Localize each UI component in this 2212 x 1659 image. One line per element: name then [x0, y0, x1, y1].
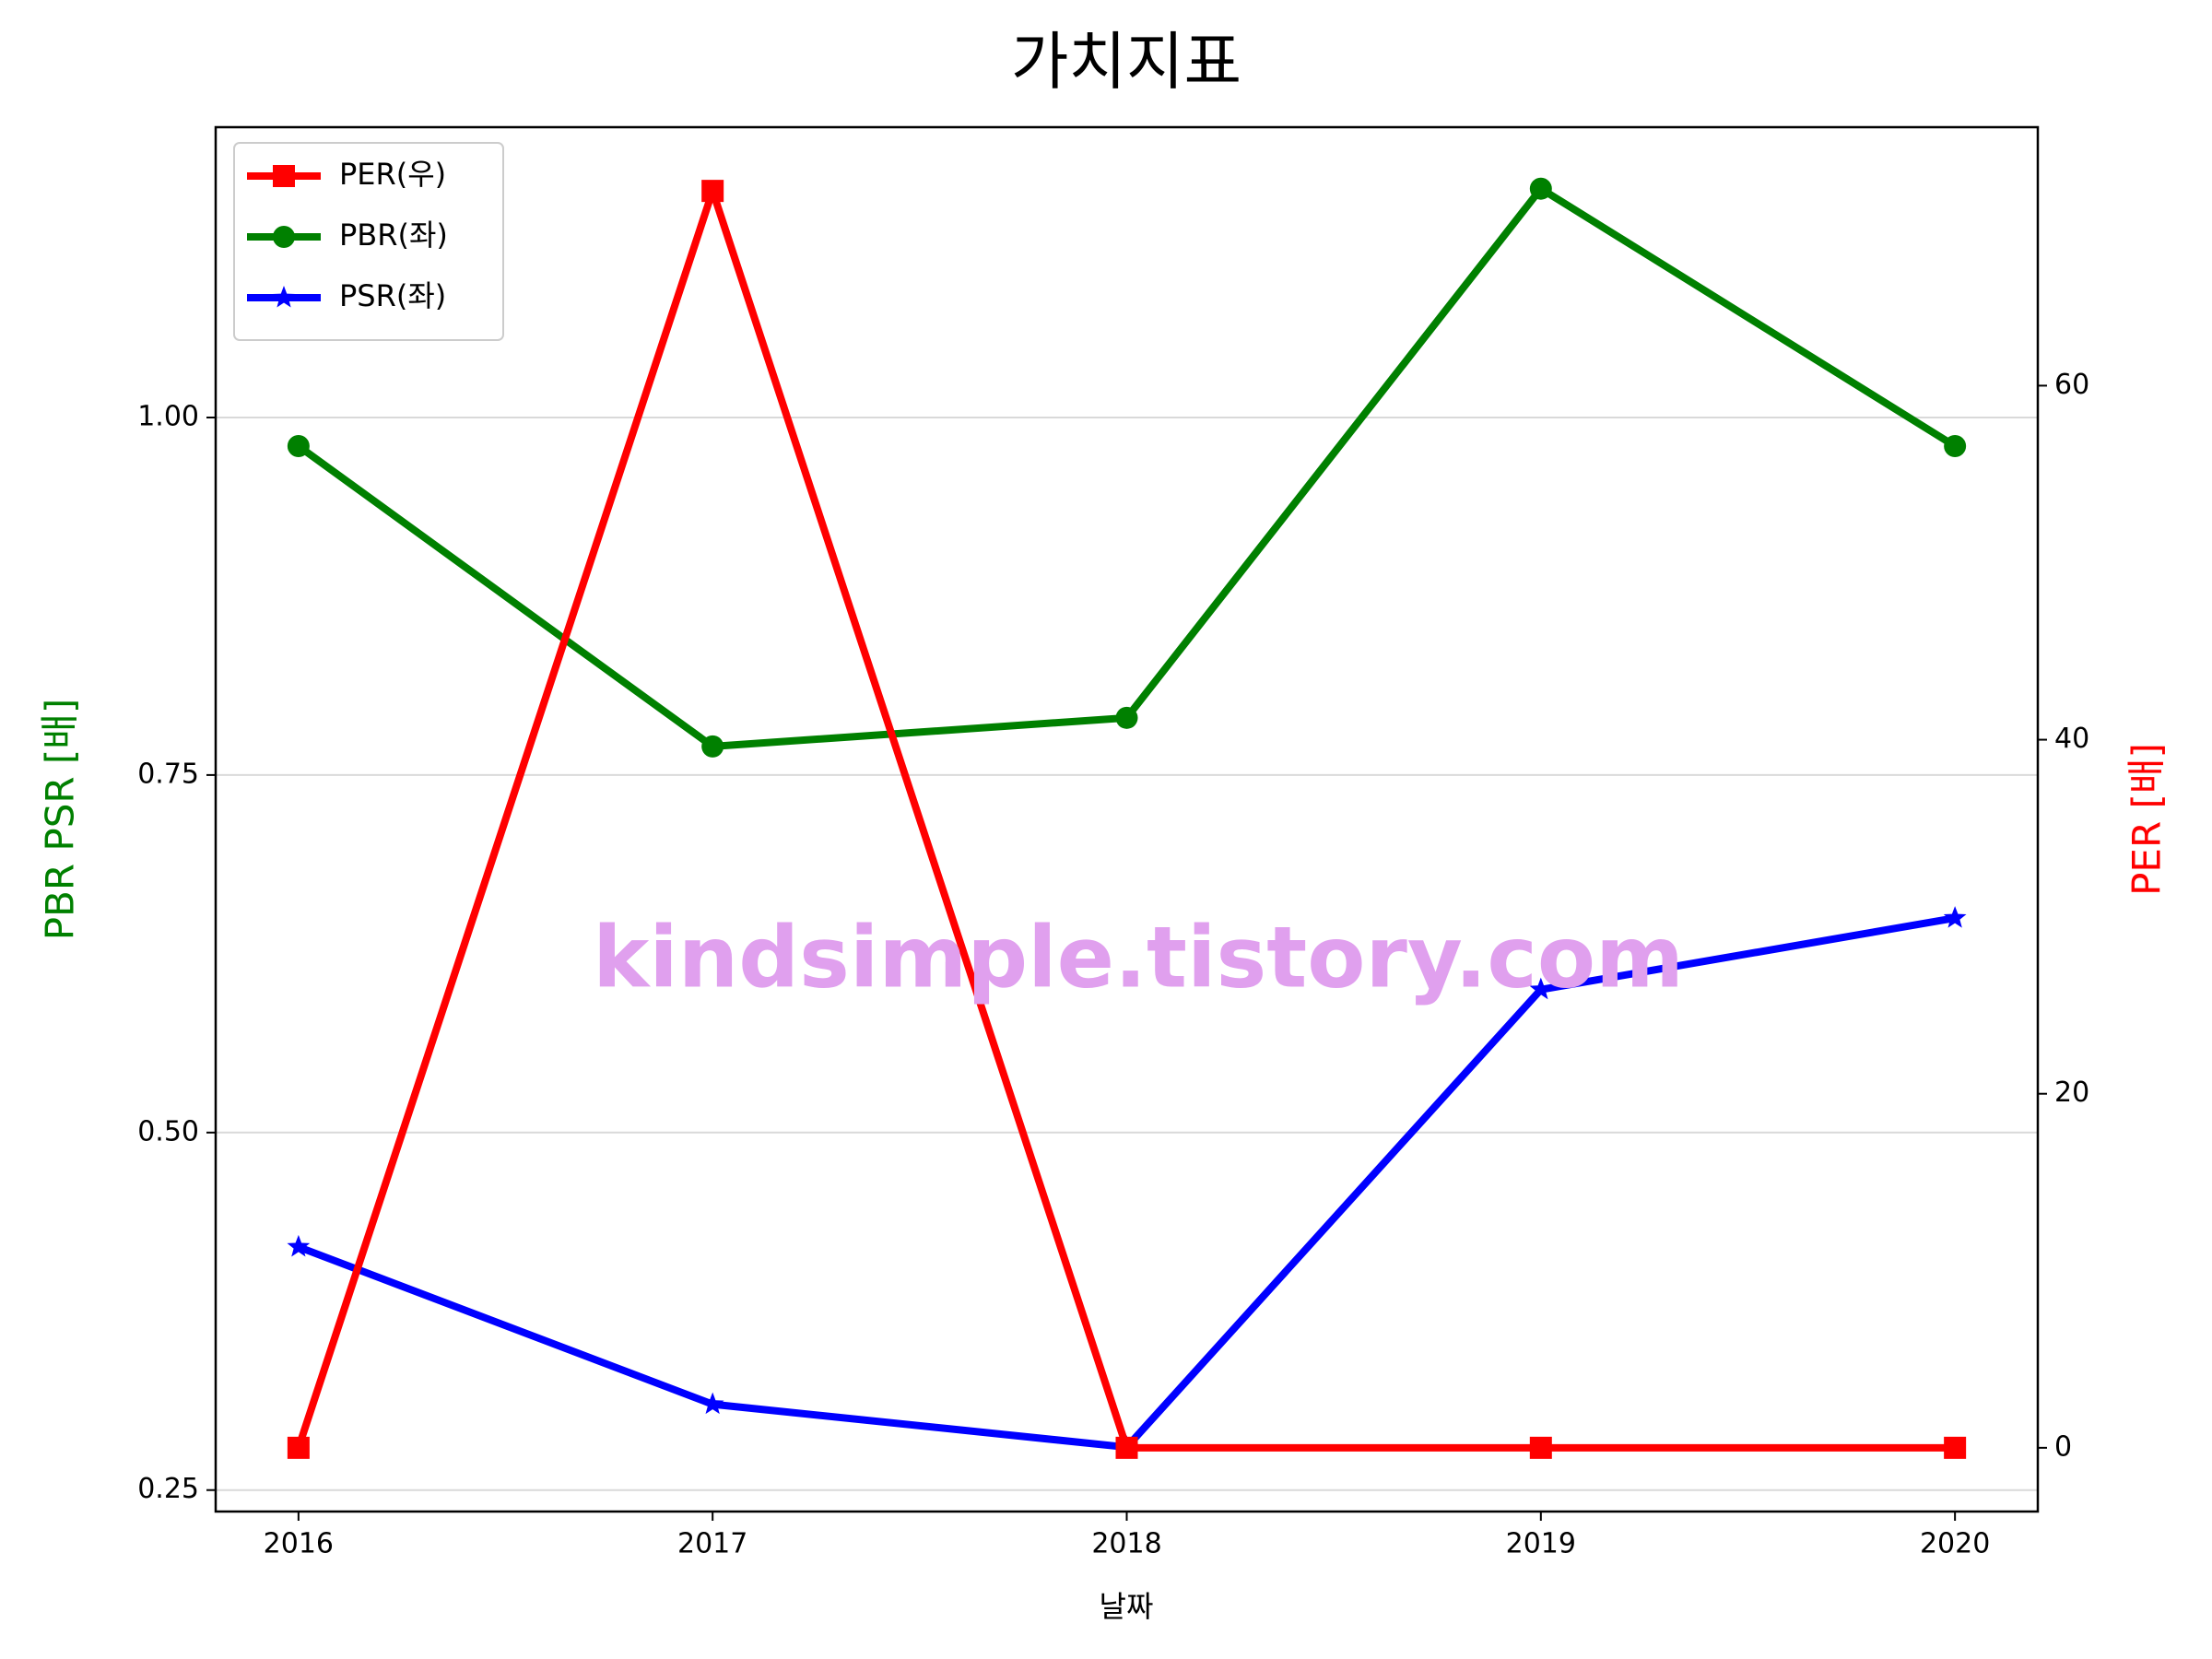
y2-tick-label: 40 — [2054, 723, 2089, 755]
y2-tick-label: 60 — [2054, 369, 2089, 401]
y-tick-label: 0.25 — [137, 1473, 199, 1505]
x-tick-label: 2017 — [677, 1528, 747, 1560]
x-tick-label: 2019 — [1506, 1528, 1576, 1560]
marker — [1943, 906, 1967, 928]
y2-tick-label: 0 — [2054, 1430, 2072, 1463]
legend-marker — [272, 286, 296, 308]
y2-tick-label: 20 — [2054, 1077, 2089, 1109]
legend: PER(우) PBR(좌) PSR(좌) — [233, 142, 504, 341]
x-tick-label: 2016 — [264, 1528, 334, 1560]
marker — [701, 735, 724, 758]
y2-axis-label: PER [배] — [2124, 743, 2170, 896]
marker — [1529, 177, 1552, 200]
marker — [287, 435, 310, 458]
marker — [1115, 1436, 1138, 1459]
legend-marker — [273, 226, 295, 248]
marker — [1944, 435, 1967, 458]
y-tick-label: 0.50 — [137, 1115, 199, 1147]
marker — [1529, 977, 1553, 1000]
x-axis-label: 날짜 — [1100, 1589, 1154, 1624]
y-tick-label: 1.00 — [137, 400, 199, 432]
marker — [1529, 1436, 1552, 1459]
axes: 2016 2017 2018 2019 2020 0.25 0.50 0.75 1.00 0 20 4… — [137, 369, 2089, 1560]
legend-label: PER(우) — [339, 157, 446, 192]
marker — [1115, 706, 1138, 729]
legend-marker — [273, 165, 295, 187]
plot — [287, 177, 1967, 1459]
marker — [700, 1392, 724, 1415]
marker — [287, 1436, 310, 1459]
marker — [1944, 1436, 1967, 1459]
legend-box — [233, 142, 504, 341]
chart-title: 가치지표 — [1011, 27, 1241, 100]
marker — [287, 1234, 311, 1257]
legend-label: PBR(좌) — [339, 218, 448, 253]
watermark: kindsimple.tistory.com — [593, 908, 1684, 1006]
marker — [701, 180, 724, 203]
x-tick-label: 2018 — [1091, 1528, 1161, 1560]
y-tick-label: 0.75 — [137, 758, 199, 790]
y-axis-label: PBR PSR [배] — [38, 699, 83, 941]
x-tick-label: 2020 — [1920, 1528, 1990, 1560]
legend-label: PSR(좌) — [339, 278, 446, 313]
